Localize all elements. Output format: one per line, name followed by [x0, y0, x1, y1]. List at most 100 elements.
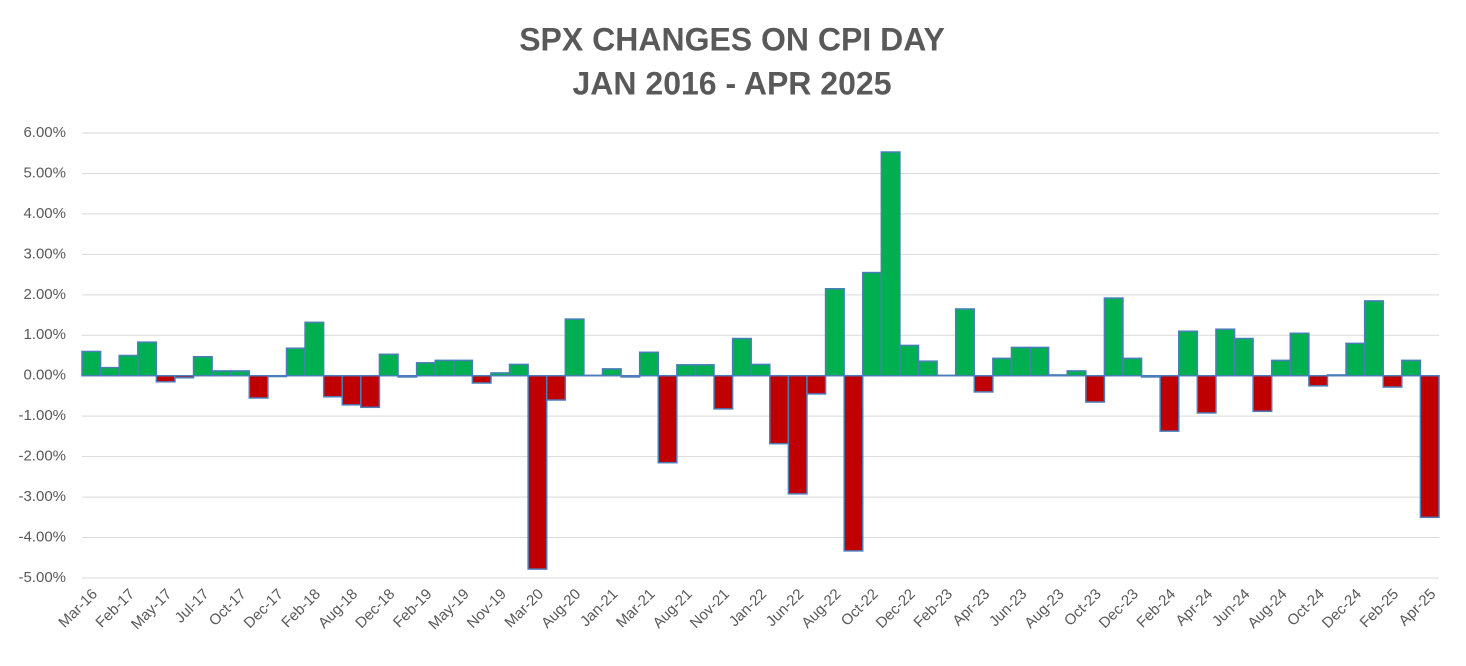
chart-title: SPX CHANGES ON CPI DAY: [519, 21, 945, 57]
bar: [900, 345, 919, 375]
x-tick-label: May-19: [425, 586, 472, 633]
bar: [733, 339, 752, 376]
bar: [119, 356, 138, 376]
bar: [398, 376, 417, 377]
x-tick-label: Jul-17: [172, 586, 213, 627]
bar: [1327, 375, 1346, 376]
bar: [231, 371, 250, 376]
x-tick-label: Dec-18: [352, 586, 398, 632]
x-tick-label: Nov-19: [464, 586, 510, 632]
bar: [863, 273, 882, 376]
bar: [1365, 301, 1384, 376]
bar: [770, 376, 789, 444]
bar: [528, 376, 547, 569]
bar: [956, 309, 975, 376]
bar: [417, 363, 436, 376]
bar: [807, 376, 826, 394]
bar: [175, 376, 194, 378]
bar: [491, 373, 510, 376]
bar: [1197, 376, 1216, 413]
x-tick-label: Dec-24: [1319, 586, 1365, 632]
x-tick-label: Aug-18: [315, 586, 361, 632]
bar: [844, 376, 863, 551]
x-tick-label: Jan-22: [726, 586, 770, 630]
bar: [379, 354, 398, 375]
bar: [1160, 376, 1179, 431]
bar: [695, 365, 714, 376]
bar: [1067, 371, 1086, 376]
x-tick-label: Dec-22: [873, 586, 919, 632]
y-tick-label: -3.00%: [18, 488, 66, 505]
y-tick-label: 4.00%: [23, 205, 66, 222]
bar: [435, 360, 454, 375]
bar: [194, 357, 213, 376]
bar: [286, 348, 305, 376]
bar: [751, 364, 770, 375]
bar: [212, 371, 231, 376]
bar: [1272, 360, 1291, 375]
x-tick-label: Aug-20: [538, 586, 584, 632]
bar: [621, 376, 640, 377]
y-tick-label: 2.00%: [23, 286, 66, 303]
bar: [1179, 331, 1198, 376]
x-tick-label: Feb-25: [1357, 586, 1403, 632]
bar: [993, 358, 1012, 375]
bar: [1346, 343, 1365, 375]
bar: [974, 376, 993, 392]
y-tick-label: 6.00%: [23, 124, 66, 141]
bar: [1030, 347, 1049, 375]
bar: [1290, 333, 1309, 375]
bar: [324, 376, 343, 397]
x-tick-label: Mar-21: [613, 586, 659, 632]
x-tick-label: Aug-22: [798, 586, 844, 632]
x-tick-label: Dec-17: [241, 586, 287, 632]
bar: [342, 376, 361, 405]
bar: [826, 289, 845, 376]
x-tick-label: Feb-24: [1133, 586, 1179, 632]
x-tick-label: Dec-23: [1096, 586, 1142, 632]
y-tick-label: 3.00%: [23, 245, 66, 262]
y-tick-label: -2.00%: [18, 448, 66, 465]
bar: [472, 376, 491, 383]
x-tick-label: Aug-21: [650, 586, 696, 632]
x-tick-label: Feb-23: [910, 586, 956, 632]
bar: [138, 342, 157, 376]
bar: [1383, 376, 1402, 387]
x-tick-label: Jan-21: [577, 586, 621, 630]
bar: [305, 322, 324, 375]
x-tick-label: Nov-21: [687, 586, 733, 632]
y-tick-label: 5.00%: [23, 164, 66, 181]
bar: [881, 152, 900, 376]
bar: [1420, 376, 1439, 518]
y-tick-label: -4.00%: [18, 529, 66, 546]
x-tick-label: May-17: [128, 586, 175, 633]
bar: [101, 368, 120, 376]
x-tick-label: Apr-25: [1395, 586, 1439, 630]
y-tick-label: -1.00%: [18, 407, 66, 424]
bar: [1011, 347, 1030, 375]
bar: [1049, 375, 1068, 376]
bar: [249, 376, 268, 398]
y-tick-label: 1.00%: [23, 326, 66, 343]
chart-subtitle: JAN 2016 - APR 2025: [573, 65, 892, 101]
bar: [1402, 360, 1421, 375]
bar: [156, 376, 175, 382]
bar: [1253, 376, 1272, 412]
bar: [268, 376, 287, 377]
x-tick-label: Aug-24: [1244, 586, 1290, 632]
bar: [1216, 329, 1235, 376]
bar: [640, 352, 659, 375]
y-tick-label: 0.00%: [23, 367, 66, 384]
bar: [361, 376, 380, 408]
y-tick-label: -5.00%: [18, 569, 66, 586]
bar: [1235, 339, 1254, 376]
bar: [788, 376, 807, 494]
bar: [1142, 376, 1161, 377]
bar: [565, 319, 584, 376]
bar: [1123, 358, 1142, 375]
bar: [714, 376, 733, 409]
bar: [82, 351, 101, 375]
x-tick-label: Feb-18: [278, 586, 324, 632]
x-tick-label: Mar-16: [55, 586, 101, 632]
